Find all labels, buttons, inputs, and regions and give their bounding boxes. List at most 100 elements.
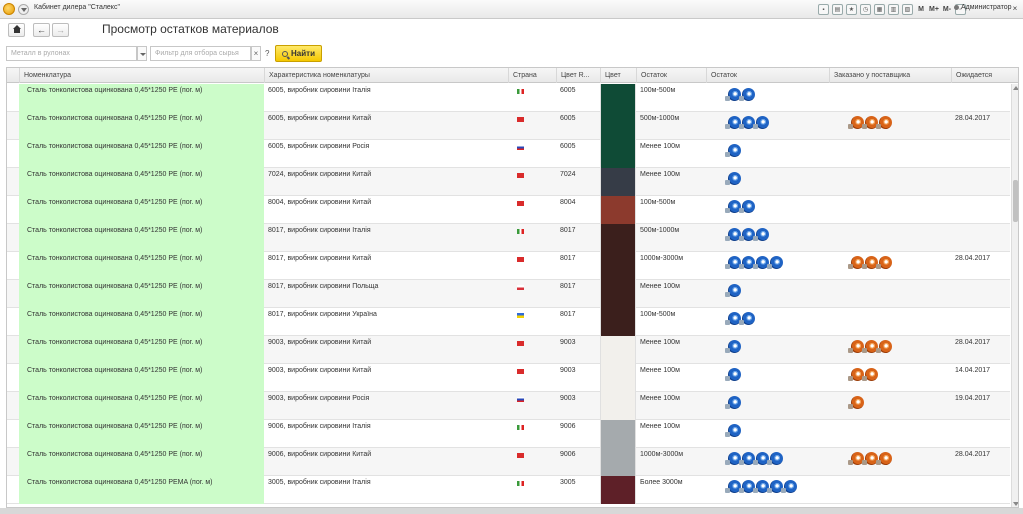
table-row[interactable]: Сталь тонколистова оцинкована 0,45*1250 …: [7, 168, 1010, 196]
flag-cn-icon: [517, 173, 524, 178]
scroll-up-icon[interactable]: [1013, 86, 1018, 90]
close-icon[interactable]: ×: [1012, 4, 1018, 13]
expected-date-cell: [951, 280, 1011, 308]
coil-orange-icon: [848, 396, 864, 409]
memory-button[interactable]: M: [918, 6, 924, 13]
ordered-icons-cell: [829, 420, 951, 448]
ordered-icons-cell: [829, 476, 951, 504]
clear-filter-button[interactable]: ×: [251, 46, 261, 61]
table-row[interactable]: Сталь тонколистова оцинкована 0,45*1250 …: [7, 364, 1010, 392]
ordered-icons-cell: [829, 364, 951, 392]
ordered-icons-cell: [829, 448, 951, 476]
stock-cell: Менее 100м: [640, 423, 680, 430]
memory-plus-button[interactable]: M+: [929, 6, 939, 13]
header-expected[interactable]: Ожидается: [951, 68, 1011, 83]
memory-minus-button[interactable]: M-: [942, 6, 952, 13]
stock-icons-cell: [706, 84, 829, 112]
flag-cn-icon: [517, 201, 524, 206]
table-row[interactable]: Сталь тонколистова оцинкована 0,45*1250 …: [7, 140, 1010, 168]
coil-orange-icon: [848, 368, 864, 381]
header-color-ral[interactable]: Цвет R...: [556, 68, 600, 83]
table-row[interactable]: Сталь тонколистова оцинкована 0,45*1250 …: [7, 252, 1010, 280]
scroll-thumb[interactable]: [1013, 180, 1018, 222]
coil-blue-icon: [725, 88, 741, 101]
coil-blue-icon: [739, 452, 755, 465]
color-swatch: [600, 420, 636, 448]
main-menu-icon[interactable]: [18, 4, 29, 15]
current-user[interactable]: Администратор: [954, 4, 1012, 11]
coil-orange-icon: [862, 452, 878, 465]
home-button[interactable]: [8, 23, 25, 37]
category-select[interactable]: Металл в рулонах: [6, 46, 137, 61]
coil-blue-icon: [725, 424, 741, 437]
forward-button[interactable]: →: [52, 23, 69, 37]
raw-filter-input[interactable]: Фильтр для отбора сырья: [150, 46, 251, 61]
table-row[interactable]: Сталь тонколистова оцинкована 0,45*1250 …: [7, 420, 1010, 448]
flag-ru-icon: [517, 397, 524, 402]
nomenclature-cell: Сталь тонколистова оцинкована 0,45*1250 …: [19, 392, 264, 420]
flag-cn-icon: [517, 453, 524, 458]
characteristic-cell: 8017, виробник сировини Польща: [268, 283, 379, 290]
color-ral-cell: 6005: [560, 87, 576, 94]
country-cell: [508, 420, 556, 448]
scroll-down-icon[interactable]: [1013, 502, 1018, 506]
favorites-icon[interactable]: ★: [846, 4, 857, 15]
nomenclature-cell: Сталь тонколистова оцинкована 0,45*1250 …: [19, 364, 264, 392]
calculator-icon[interactable]: ▥: [888, 4, 899, 15]
table-row[interactable]: Сталь тонколистова оцинкована 0,45*1250 …: [7, 224, 1010, 252]
header-stock-icons[interactable]: Остаток: [706, 68, 829, 83]
characteristic-cell: 8017, виробник сировини Україна: [268, 311, 377, 318]
stock-icons-cell: [706, 364, 829, 392]
help-icon[interactable]: ?: [265, 49, 270, 58]
table-row[interactable]: Сталь тонколистова оцинкована 0,45*1250 …: [7, 448, 1010, 476]
table-row[interactable]: Сталь тонколистова оцинкована 0,45*1250 …: [7, 280, 1010, 308]
coil-blue-icon: [753, 452, 769, 465]
stock-cell: Менее 100м: [640, 395, 680, 402]
back-button[interactable]: ←: [33, 23, 50, 37]
nomenclature-cell: Сталь тонколистова оцинкована 0,45*1250 …: [19, 280, 264, 308]
chevron-down-icon[interactable]: [137, 46, 147, 61]
find-button[interactable]: Найти: [275, 45, 322, 62]
save-icon[interactable]: ▪: [818, 4, 829, 15]
table-row[interactable]: Сталь тонколистова оцинкована 0,45*1250 …: [7, 196, 1010, 224]
flag-ua-icon: [517, 313, 524, 318]
table-row[interactable]: Сталь тонколистова оцинкована 0,45*1250 …: [7, 112, 1010, 140]
coil-blue-icon: [753, 256, 769, 269]
expected-date-cell: [951, 196, 1011, 224]
header-stock[interactable]: Остаток: [636, 68, 706, 83]
coil-blue-icon: [767, 480, 783, 493]
color-ral-cell: 6005: [560, 143, 576, 150]
table-row[interactable]: Сталь тонколистова оцинкована 0,45*1250 …: [7, 308, 1010, 336]
calendar-icon[interactable]: ▦: [874, 4, 885, 15]
characteristic-cell: 9003, виробник сировини Китай: [268, 367, 372, 374]
stock-icons-cell: [706, 392, 829, 420]
country-cell: [508, 84, 556, 112]
expected-date-cell: [951, 224, 1011, 252]
color-swatch: [600, 392, 636, 420]
color-swatch: [600, 140, 636, 168]
header-ordered[interactable]: Заказано у поставщика: [829, 68, 951, 83]
notes-icon[interactable]: ▧: [902, 4, 913, 15]
coil-blue-icon: [725, 116, 741, 129]
color-ral-cell: 6005: [560, 115, 576, 122]
stock-cell: Менее 100м: [640, 143, 680, 150]
expected-date-cell: [951, 308, 1011, 336]
country-cell: [508, 392, 556, 420]
table-row[interactable]: Сталь тонколистова оцинкована 0,45*1250 …: [7, 336, 1010, 364]
header-country[interactable]: Страна: [508, 68, 556, 83]
color-swatch: [600, 364, 636, 392]
print-icon[interactable]: ▤: [832, 4, 843, 15]
country-cell: [508, 112, 556, 140]
stock-cell: Менее 100м: [640, 171, 680, 178]
header-characteristic[interactable]: Характеристика номенклатуры: [264, 68, 508, 83]
stock-cell: 100м-500м: [640, 311, 676, 318]
table-row[interactable]: Сталь тонколистова оцинкована 0,45*1250 …: [7, 392, 1010, 420]
table-row[interactable]: Сталь тонколистова оцинкована 0,45*1250 …: [7, 476, 1010, 504]
header-nomenclature[interactable]: Номенклатура: [19, 68, 264, 83]
coil-blue-icon: [753, 480, 769, 493]
header-color[interactable]: Цвет: [600, 68, 636, 83]
vertical-scrollbar[interactable]: [1011, 84, 1018, 507]
table-row[interactable]: Сталь тонколистова оцинкована 0,45*1250 …: [7, 84, 1010, 112]
history-icon[interactable]: ◷: [860, 4, 871, 15]
nomenclature-cell: Сталь тонколистова оцинкована 0,45*1250 …: [19, 84, 264, 112]
